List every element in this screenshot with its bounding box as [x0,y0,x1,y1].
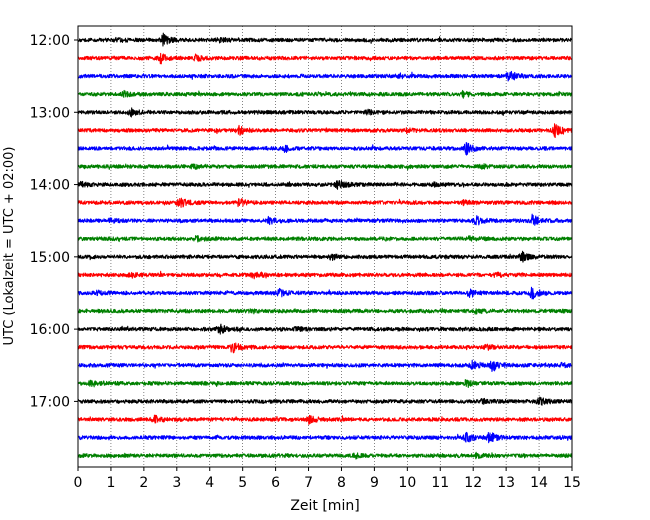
trace-1200 [77,32,573,47]
y-tick-label-2: 14:00 [30,178,70,194]
x-tick-label-5: 5 [238,475,247,491]
trace-1400 [77,180,573,190]
trace-1630 [77,359,573,373]
traces [77,32,573,460]
y-tick-label-3: 15:00 [30,250,70,266]
trace-1545 [77,307,573,315]
x-axis: 0 1 2 3 4 5 6 7 8 9 10 11 12 13 14 15 [74,467,581,491]
x-tick-label-4: 4 [205,475,214,491]
trace-1230 [77,70,573,82]
y-tick-label-0: 12:00 [30,33,70,49]
x-tick-label-15: 15 [563,475,581,491]
x-tick-label-8: 8 [337,475,346,491]
trace-1615 [77,342,573,354]
trace-1300 [77,107,573,118]
trace-1445 [77,235,573,243]
x-tick-label-0: 0 [74,475,83,491]
x-tick-label-2: 2 [139,475,148,491]
trace-1330 [77,142,573,156]
x-tick-label-13: 13 [497,475,515,491]
trace-1600 [77,323,573,335]
trace-1645 [77,379,573,388]
x-tick-label-10: 10 [398,475,416,491]
trace-1515 [77,270,573,280]
trace-1315 [77,123,573,138]
trace-1500 [77,250,573,263]
trace-1715 [77,414,573,425]
trace-1245 [77,89,573,99]
x-tick-label-9: 9 [370,475,379,491]
x-tick-label-6: 6 [271,475,280,491]
trace-1745 [77,451,573,460]
trace-1700 [77,396,573,406]
trace-1430 [77,213,573,226]
y-tick-label-4: 16:00 [30,322,70,338]
y-axis-label: UTC (Lokalzeit = UTC + 02:00) [2,147,17,346]
trace-1730 [77,431,573,444]
y-tick-label-5: 17:00 [30,394,70,410]
trace-1415 [77,197,573,208]
y-axis: 12:00 13:00 14:00 15:00 16:00 17:00 [30,33,78,410]
x-axis-label: Zeit [min] [290,498,359,514]
x-tick-label-14: 14 [530,475,548,491]
x-tick-label-12: 12 [464,475,482,491]
x-tick-label-11: 11 [431,475,449,491]
plot-area-frame [77,25,573,468]
x-tick-label-1: 1 [106,475,115,491]
x-tick-label-3: 3 [172,475,181,491]
trace-1345 [77,163,573,171]
trace-1530 [77,286,573,300]
trace-1215 [77,52,573,65]
x-tick-label-7: 7 [304,475,313,491]
y-tick-label-1: 13:00 [30,105,70,121]
